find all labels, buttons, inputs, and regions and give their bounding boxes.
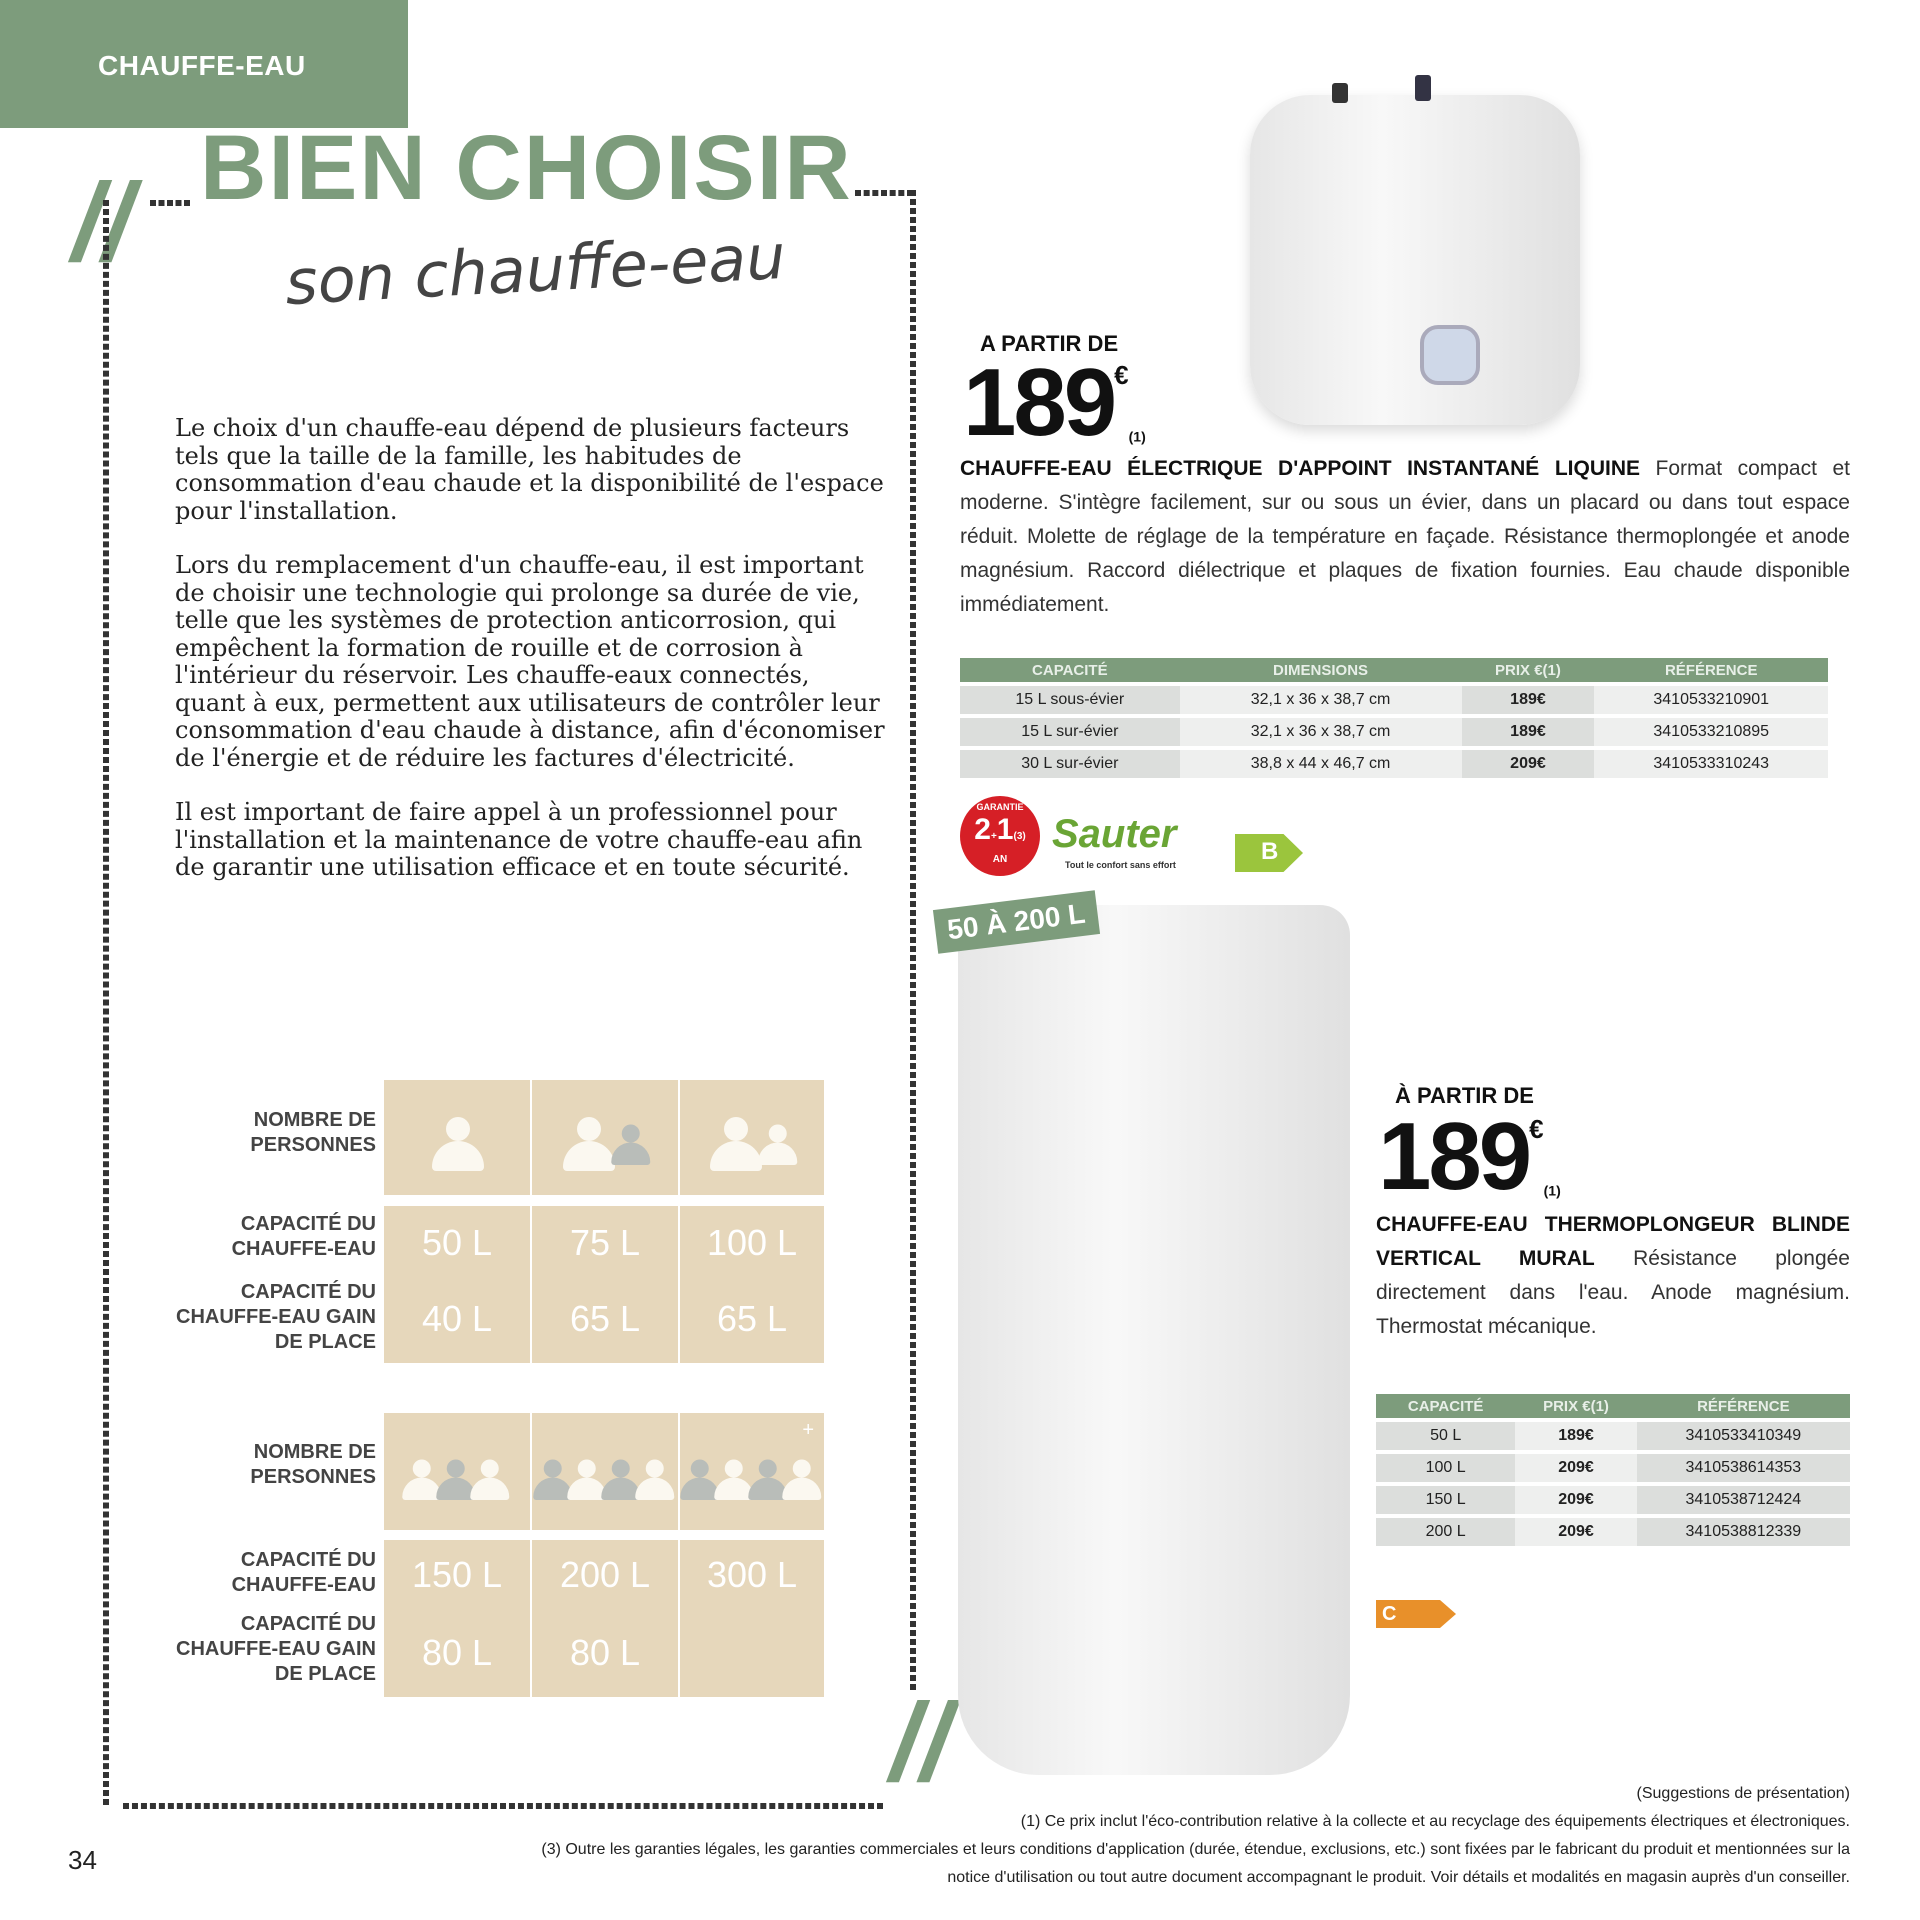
- plus-sign: +: [802, 1419, 814, 1441]
- footnote-3: (3) Outre les garanties légales, les gar…: [541, 1841, 1850, 1858]
- table-cell: 3410533410349: [1636, 1422, 1850, 1450]
- label-people: NOMBRE DE PERSONNES: [250, 1109, 376, 1156]
- people-5: [532, 1413, 678, 1530]
- guide-cell: 100 L 65 L: [680, 1206, 824, 1363]
- label-capacity: CAPACITÉ DU CHAUFFE-EAU: [231, 1213, 376, 1260]
- footnote-3-cont: notice d'utilisation ou tout autre docum…: [947, 1869, 1850, 1886]
- intro-paragraph: Lors du remplacement d'un chauffe-eau, i…: [175, 551, 885, 772]
- guide-cell: 200 L 80 L: [532, 1540, 678, 1697]
- table-row: 150 L 209€ 3410538712424: [1376, 1486, 1850, 1514]
- page-title: BIEN CHOISIR: [200, 117, 853, 219]
- table-cell: 189€: [1461, 718, 1595, 746]
- page-subtitle: son chauffe-eau: [283, 219, 788, 320]
- quote-mark-open: //: [72, 161, 134, 284]
- label-capacity: CAPACITÉ DU CHAUFFE-EAU: [231, 1549, 376, 1596]
- section-header: CHAUFFE-EAU: [0, 0, 408, 128]
- intro-text: Le choix d'un chauffe-eau dépend de plus…: [175, 414, 885, 909]
- table-cell: 100 L: [1376, 1454, 1516, 1482]
- table-cell: 209€: [1461, 750, 1595, 778]
- table-cell: 3410533210895: [1594, 718, 1828, 746]
- table-row: 100 L 209€ 3410538614353: [1376, 1454, 1850, 1482]
- people-3: [680, 1080, 824, 1195]
- table-cell: 32,1 x 36 x 38,7 cm: [1179, 686, 1462, 714]
- table-cell: 3410533310243: [1594, 750, 1828, 778]
- people-2: [532, 1080, 678, 1195]
- price-lead: À PARTIR DE: [1395, 1083, 1534, 1108]
- table-cell: 209€: [1515, 1486, 1637, 1514]
- product-table: CAPACITÉ PRIX €(1) RÉFÉRENCE 50 L 189€ 34105…: [1376, 1390, 1850, 1550]
- guide-cell: 150 L 80 L: [384, 1540, 530, 1697]
- brand-logo: Sauter: [1052, 812, 1177, 856]
- table-cell: 189€: [1515, 1422, 1637, 1450]
- label-people: NOMBRE DE PERSONNES: [250, 1441, 376, 1488]
- table-cell: 150 L: [1376, 1486, 1516, 1514]
- table-cell: 189€: [1461, 686, 1595, 714]
- table-cell: 3410538712424: [1636, 1486, 1850, 1514]
- guide-cell: 300 L: [680, 1540, 824, 1697]
- label-compact: CAPACITÉ DU CHAUFFE-EAU GAIN DE PLACE: [176, 1613, 376, 1685]
- intro-paragraph: Le choix d'un chauffe-eau dépend de plus…: [175, 414, 884, 525]
- table-cell: 38,8 x 44 x 46,7 cm: [1179, 750, 1462, 778]
- page-number: 34: [68, 1845, 97, 1875]
- brand-tagline: Tout le confort sans effort: [1065, 860, 1176, 870]
- energy-label-b: B: [1225, 834, 1303, 872]
- price-lead: A PARTIR DE: [980, 331, 1119, 356]
- table-row: 200 L 209€ 3410538812339: [1376, 1518, 1850, 1546]
- frame-top-left: [150, 200, 190, 206]
- footnotes: (Suggestions de présentation) (1) Ce pri…: [541, 1780, 1850, 1892]
- people-6: +: [680, 1413, 824, 1530]
- product-description: CHAUFFE-EAU ÉLECTRIQUE D'APPOINT INSTANT…: [960, 457, 1850, 616]
- product-description: CHAUFFE-EAU THERMOPLONGEUR BLINDE VERTIC…: [1376, 1213, 1850, 1338]
- table-cell: 3410533210901: [1594, 686, 1828, 714]
- frame-top-right: [855, 190, 913, 196]
- energy-label-c: C: [1376, 1600, 1456, 1628]
- frame-bottom: [123, 1803, 883, 1809]
- guide-cell: 75 L 65 L: [532, 1206, 678, 1363]
- warranty-badge: GARANTIE 2+1(3) AN: [960, 796, 1040, 876]
- guide-cell: 50 L 40 L: [384, 1206, 530, 1363]
- presentation-note: (Suggestions de présentation): [1636, 1785, 1850, 1802]
- table-cell: 50 L: [1376, 1422, 1516, 1450]
- table-cell: 15 L sur-évier: [960, 718, 1180, 746]
- label-compact: CAPACITÉ DU CHAUFFE-EAU GAIN DE PLACE: [176, 1281, 376, 1353]
- vertical-heater-image: [958, 905, 1350, 1775]
- frame-right: [910, 190, 916, 1690]
- table-row: 50 L 189€ 3410533410349: [1376, 1422, 1850, 1450]
- people-4: [384, 1413, 530, 1530]
- table-row: 30 L sur-évier 38,8 x 44 x 46,7 cm 209€ 341…: [960, 750, 1828, 778]
- table-cell: 3410538614353: [1636, 1454, 1850, 1482]
- compact-heater-image: [1250, 75, 1580, 425]
- intro-paragraph: Il est important de faire appel à un pro…: [175, 798, 863, 881]
- price: 189€(1): [963, 349, 1146, 456]
- table-cell: 209€: [1515, 1518, 1637, 1546]
- footnote-1: (1) Ce prix inclut l'éco-contribution re…: [1020, 1813, 1850, 1830]
- people-1: [384, 1080, 530, 1195]
- table-row: 15 L sur-évier 32,1 x 36 x 38,7 cm 189€ 341…: [960, 718, 1828, 746]
- table-cell: 15 L sous-évier: [960, 686, 1180, 714]
- quote-mark-close: //: [890, 1681, 952, 1804]
- table-cell: 30 L sur-évier: [960, 750, 1180, 778]
- product-table: CAPACITÉ DIMENSIONS PRIX €(1) RÉFÉRENCE 15 …: [960, 654, 1828, 782]
- table-cell: 3410538812339: [1636, 1518, 1850, 1546]
- table-cell: 200 L: [1376, 1518, 1516, 1546]
- table-row: 15 L sous-évier 32,1 x 36 x 38,7 cm 189€ 34…: [960, 686, 1828, 714]
- table-cell: 209€: [1515, 1454, 1637, 1482]
- table-cell: 32,1 x 36 x 38,7 cm: [1179, 718, 1462, 746]
- frame-left: [103, 200, 109, 1805]
- price: 189€(1): [1378, 1103, 1561, 1210]
